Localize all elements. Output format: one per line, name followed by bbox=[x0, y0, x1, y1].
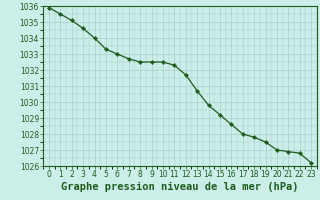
X-axis label: Graphe pression niveau de la mer (hPa): Graphe pression niveau de la mer (hPa) bbox=[61, 182, 299, 192]
